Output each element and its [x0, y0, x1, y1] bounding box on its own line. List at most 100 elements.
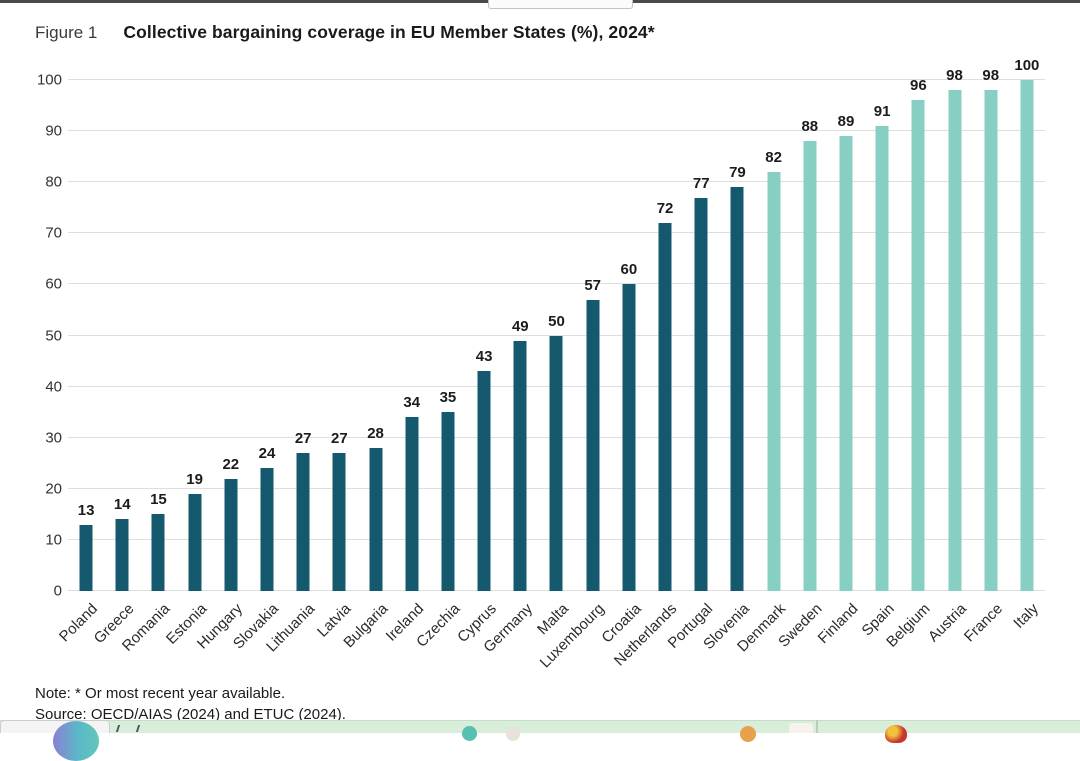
- y-tick-label: 50: [45, 327, 62, 344]
- bar: [767, 171, 781, 591]
- bar-slot: 89 Finland: [814, 80, 864, 647]
- value-label: 27: [331, 430, 348, 448]
- taskbar-sliver: [0, 720, 1080, 743]
- taskbar-icon-fragment[interactable]: [740, 726, 756, 742]
- bar: [803, 141, 817, 591]
- bar-slot: 43 Cyprus: [454, 80, 502, 646]
- value-label: 96: [909, 77, 927, 95]
- value-label: 89: [837, 113, 855, 131]
- value-label: 100: [1014, 57, 1040, 74]
- value-label: 34: [403, 394, 421, 412]
- value-label: 28: [367, 424, 384, 442]
- bar: [586, 299, 600, 591]
- bar-slot: 19 Estonia: [163, 80, 213, 648]
- bar-slot: 49 Germany: [480, 80, 538, 656]
- bar: [405, 417, 419, 591]
- bar-slot: 98 Austria: [925, 68, 972, 645]
- bar-slot: 60 Croatia: [598, 80, 647, 646]
- bar-slot: 88 Sweden: [775, 80, 828, 650]
- bar: [549, 335, 563, 591]
- bar: [332, 453, 346, 591]
- taskbar-tab-fragment[interactable]: [789, 723, 813, 733]
- bar: [477, 371, 491, 591]
- value-label: 19: [186, 470, 203, 488]
- value-label: 14: [113, 496, 131, 514]
- bar: [79, 524, 93, 591]
- value-label: 43: [475, 348, 493, 366]
- value-label: 57: [584, 276, 601, 294]
- gridline: [68, 283, 1045, 285]
- bar-slot: 91 Spain: [858, 80, 900, 639]
- taskbar-icon-fragment[interactable]: [462, 726, 477, 741]
- bar: [658, 223, 672, 591]
- bar-slot: 13 Poland: [56, 80, 104, 646]
- figure-title: Collective bargaining coverage in EU Mem…: [123, 22, 655, 42]
- bar-slot: 50 Malta: [534, 80, 574, 639]
- bar: [441, 412, 455, 591]
- figure-notes: Note: * Or most recent year available. S…: [35, 683, 346, 726]
- taskbar-icon-fragment[interactable]: [506, 727, 520, 741]
- bar: [513, 340, 527, 591]
- bar-slot: 35 Czechia: [413, 80, 466, 650]
- bar-slot: 14 Greece: [91, 80, 140, 647]
- y-tick-label: 30: [45, 429, 62, 447]
- y-tick-label: 40: [45, 378, 62, 396]
- taskbar-logo-fragment[interactable]: [885, 725, 907, 743]
- bar-slot: 79 Slovenia: [700, 80, 755, 653]
- value-label: 22: [222, 455, 240, 473]
- bar: [296, 453, 310, 591]
- value-label: 82: [765, 148, 782, 166]
- value-label: 77: [692, 174, 710, 192]
- value-label: 35: [439, 389, 457, 407]
- value-label: 49: [511, 317, 529, 335]
- y-tick-label: 70: [45, 224, 62, 242]
- y-tick-label: 10: [45, 531, 62, 549]
- bar-slot: 57 Luxembourg: [537, 80, 611, 672]
- bar: [151, 514, 165, 591]
- bar-slot: 27 Lithuania: [263, 80, 321, 655]
- app-logo-fragment[interactable]: [53, 721, 99, 761]
- note-text: Note: * Or most recent year available.: [35, 685, 286, 702]
- gridline: [68, 130, 1045, 132]
- y-tick-label: 90: [45, 122, 62, 140]
- value-label: 15: [150, 491, 167, 509]
- gridline: [68, 334, 1045, 336]
- value-label: 50: [548, 312, 565, 330]
- bar-slot: 72 Netherlands: [611, 80, 683, 669]
- bar: [911, 100, 925, 591]
- figure-label: Figure 1: [35, 23, 98, 42]
- x-tick-label: France: [960, 600, 1007, 646]
- bar: [730, 187, 744, 591]
- gridline: [68, 181, 1045, 183]
- taskbar-divider: [816, 720, 818, 733]
- x-tick-label: Italy: [1010, 600, 1043, 632]
- bar-slot: 77 Portugal: [665, 80, 719, 652]
- plot-area: 13 Poland 14 Greece 15 Romania 19 Estonia 22 Hung…: [56, 58, 1045, 672]
- y-axis: 0 10 20 30 40 50 60 70 80 90 100: [20, 73, 62, 599]
- bar-slot: 27 Latvia: [314, 80, 357, 641]
- bar: [224, 478, 238, 591]
- bar: [622, 284, 636, 591]
- value-label: 98: [982, 67, 1000, 85]
- bar: [839, 136, 853, 591]
- bar: [984, 90, 998, 591]
- y-tick-label: 20: [45, 480, 62, 498]
- bar-slot: 96 Belgium: [883, 78, 936, 650]
- bar-slot: 100 Italy: [1009, 58, 1045, 632]
- y-tick-label: 0: [53, 582, 62, 600]
- bar-slot: 24 Slovakia: [230, 80, 285, 652]
- taskbar-text-fragment: [115, 725, 141, 732]
- value-label: 27: [294, 430, 312, 448]
- value-label: 88: [801, 118, 819, 136]
- bar: [1020, 80, 1034, 591]
- value-label: 24: [258, 445, 276, 463]
- top-tab-fragment: [488, 0, 633, 9]
- bar-slot: 15 Romania: [119, 80, 176, 654]
- gridline: [68, 79, 1045, 80]
- bar: [188, 493, 202, 591]
- figure-header: Figure 1 Collective bargaining coverage …: [35, 22, 1060, 43]
- bar: [260, 468, 274, 591]
- bar: [115, 519, 129, 591]
- y-tick-label: 100: [36, 71, 62, 89]
- bar: [875, 126, 889, 591]
